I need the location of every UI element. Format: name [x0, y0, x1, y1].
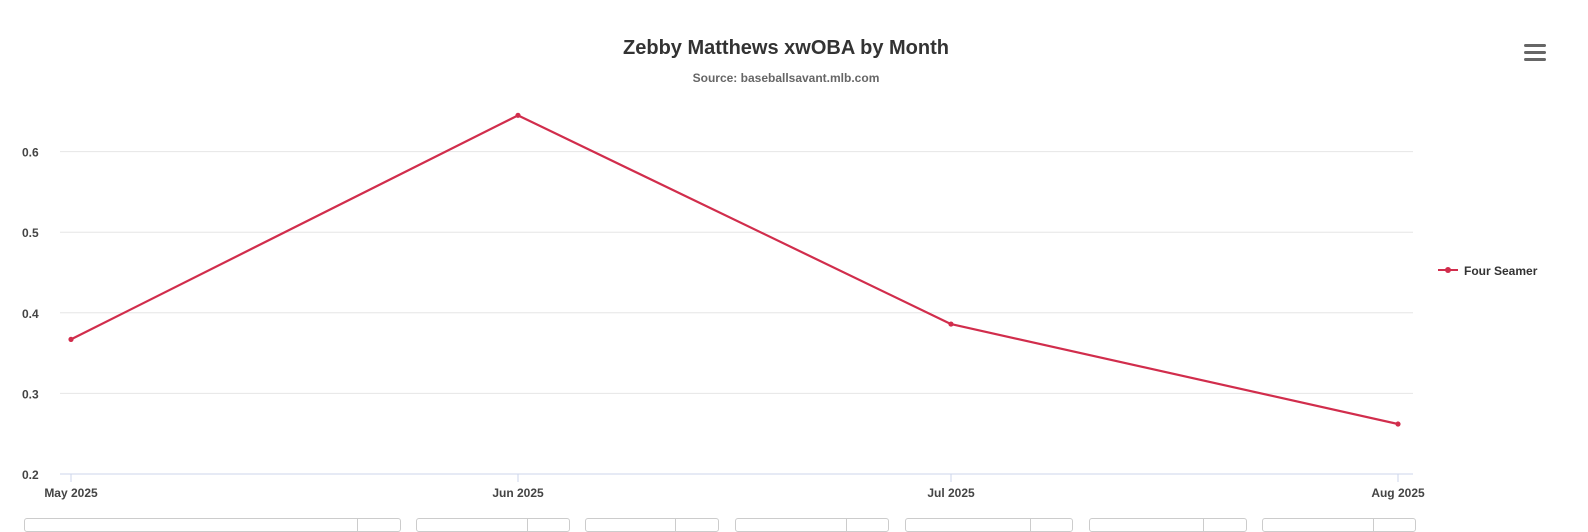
y-tick-label: 0.6 — [22, 146, 39, 160]
x-tick-label: Jun 2025 — [492, 486, 544, 500]
range-selector-2[interactable] — [416, 518, 570, 532]
hamburger-menu-icon[interactable] — [1520, 38, 1550, 68]
range-selector-6[interactable] — [1089, 518, 1247, 532]
y-tick-label: 0.4 — [22, 307, 39, 321]
x-axis-labels: May 2025 Jun 2025 Jul 2025 Aug 2025 — [44, 486, 1425, 500]
y-tick-label: 0.2 — [22, 468, 39, 482]
y-tick-label: 0.3 — [22, 387, 39, 401]
legend-marker-four-seamer — [1445, 267, 1451, 273]
legend[interactable]: Four Seamer — [1438, 264, 1538, 278]
range-selector-3[interactable] — [585, 518, 719, 532]
x-tick-label: Aug 2025 — [1371, 486, 1425, 500]
y-axis-labels: 0.2 0.3 0.4 0.5 0.6 — [22, 146, 39, 482]
chart-subtitle: Source: baseballsavant.mlb.com — [693, 71, 880, 85]
x-axis-ticks — [70, 474, 1399, 482]
range-selector-4[interactable] — [735, 518, 889, 532]
series-layer — [68, 112, 1401, 427]
data-point[interactable] — [515, 112, 521, 118]
gridlines — [60, 151, 1413, 394]
range-selector-5[interactable] — [905, 518, 1073, 532]
data-point[interactable] — [948, 321, 954, 327]
data-point[interactable] — [68, 336, 74, 342]
x-tick-label: Jul 2025 — [927, 486, 975, 500]
range-selector-1[interactable] — [24, 518, 401, 532]
range-selector-7[interactable] — [1262, 518, 1416, 532]
legend-label-four-seamer[interactable]: Four Seamer — [1464, 264, 1538, 278]
data-point[interactable] — [1395, 421, 1401, 427]
y-tick-label: 0.5 — [22, 226, 39, 240]
chart-title: Zebby Matthews xwOBA by Month — [623, 37, 949, 59]
series-line-four-seamer — [70, 114, 1399, 426]
x-tick-label: May 2025 — [44, 486, 98, 500]
